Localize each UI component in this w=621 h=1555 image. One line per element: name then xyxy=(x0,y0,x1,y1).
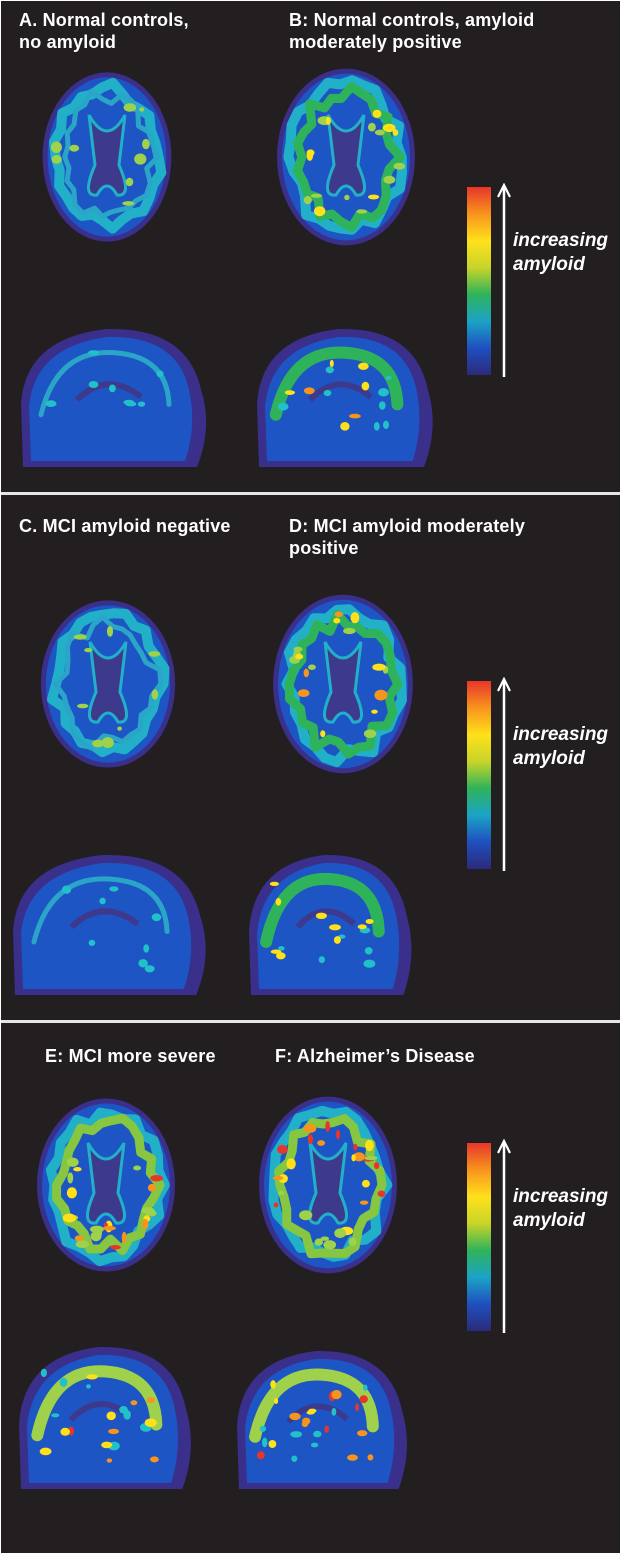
up-arrow-icon xyxy=(497,183,511,377)
panel-a-label: A. Normal controls, no amyloid xyxy=(19,10,189,52)
scale-label: increasing amyloid xyxy=(513,1186,609,1231)
panel-f-label: F: Alzheimer’s Disease xyxy=(275,1046,475,1066)
panel-b-axial-scan xyxy=(277,68,415,246)
panel-c-sagittal-scan xyxy=(13,854,206,995)
up-arrow-icon xyxy=(497,677,511,871)
color-gradient-bar xyxy=(467,187,491,375)
scale-label: increasing amyloid xyxy=(513,230,609,275)
panel-d-label: D: MCI amyloid moderately positive xyxy=(289,516,526,558)
panel-a-sagittal-scan xyxy=(21,328,207,467)
color-gradient-bar xyxy=(467,1143,491,1331)
panel-e-label: E: MCI more severe xyxy=(45,1046,216,1066)
scale-label: increasing amyloid xyxy=(513,724,609,769)
section-divider xyxy=(1,492,620,495)
panel-b-label: B: Normal controls, amyloid moderately p… xyxy=(289,10,535,52)
color-gradient-bar xyxy=(467,681,491,869)
section-divider xyxy=(1,1020,620,1023)
panel-d-sagittal-scan xyxy=(249,854,412,995)
panel-e-sagittal-scan xyxy=(19,1346,191,1489)
panel-c-label: C. MCI amyloid negative xyxy=(19,516,231,536)
panel-e-axial-scan xyxy=(37,1098,175,1272)
panel-a-axial-scan xyxy=(42,72,172,242)
panel-f-sagittal-scan xyxy=(237,1350,408,1489)
panel-b-sagittal-scan xyxy=(257,328,433,467)
up-arrow-icon xyxy=(497,1139,511,1333)
panel-f-axial-scan xyxy=(259,1096,397,1274)
panel-c-axial-scan xyxy=(40,600,176,768)
panel-d-axial-scan xyxy=(273,594,413,774)
